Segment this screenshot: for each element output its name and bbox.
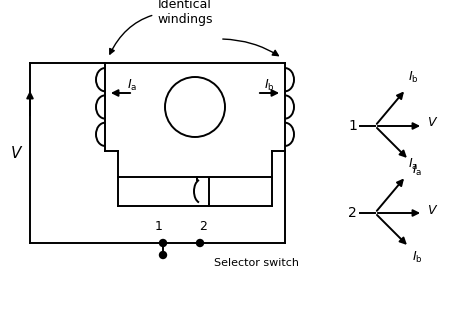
Circle shape [159,239,166,247]
Text: $I_{\rm b}$: $I_{\rm b}$ [408,70,419,85]
Text: $I_{\rm b}$: $I_{\rm b}$ [412,250,423,265]
Text: Identical
windings: Identical windings [110,0,213,54]
Text: $I_{\rm a}$: $I_{\rm a}$ [408,157,418,172]
Text: 1: 1 [348,119,357,133]
Text: 1: 1 [155,220,163,233]
Text: $I_{\rm a}$: $I_{\rm a}$ [412,163,422,178]
Text: Selector switch: Selector switch [214,258,299,268]
Circle shape [159,251,166,258]
Text: $V$: $V$ [9,145,23,161]
Text: $I_{\rm b}$: $I_{\rm b}$ [264,77,275,92]
Text: $V$: $V$ [427,204,438,216]
Text: 2: 2 [199,220,207,233]
Text: $I_{\rm a}$: $I_{\rm a}$ [127,77,137,92]
Text: 2: 2 [348,206,357,220]
Text: $V$: $V$ [427,117,438,129]
Circle shape [197,239,203,247]
